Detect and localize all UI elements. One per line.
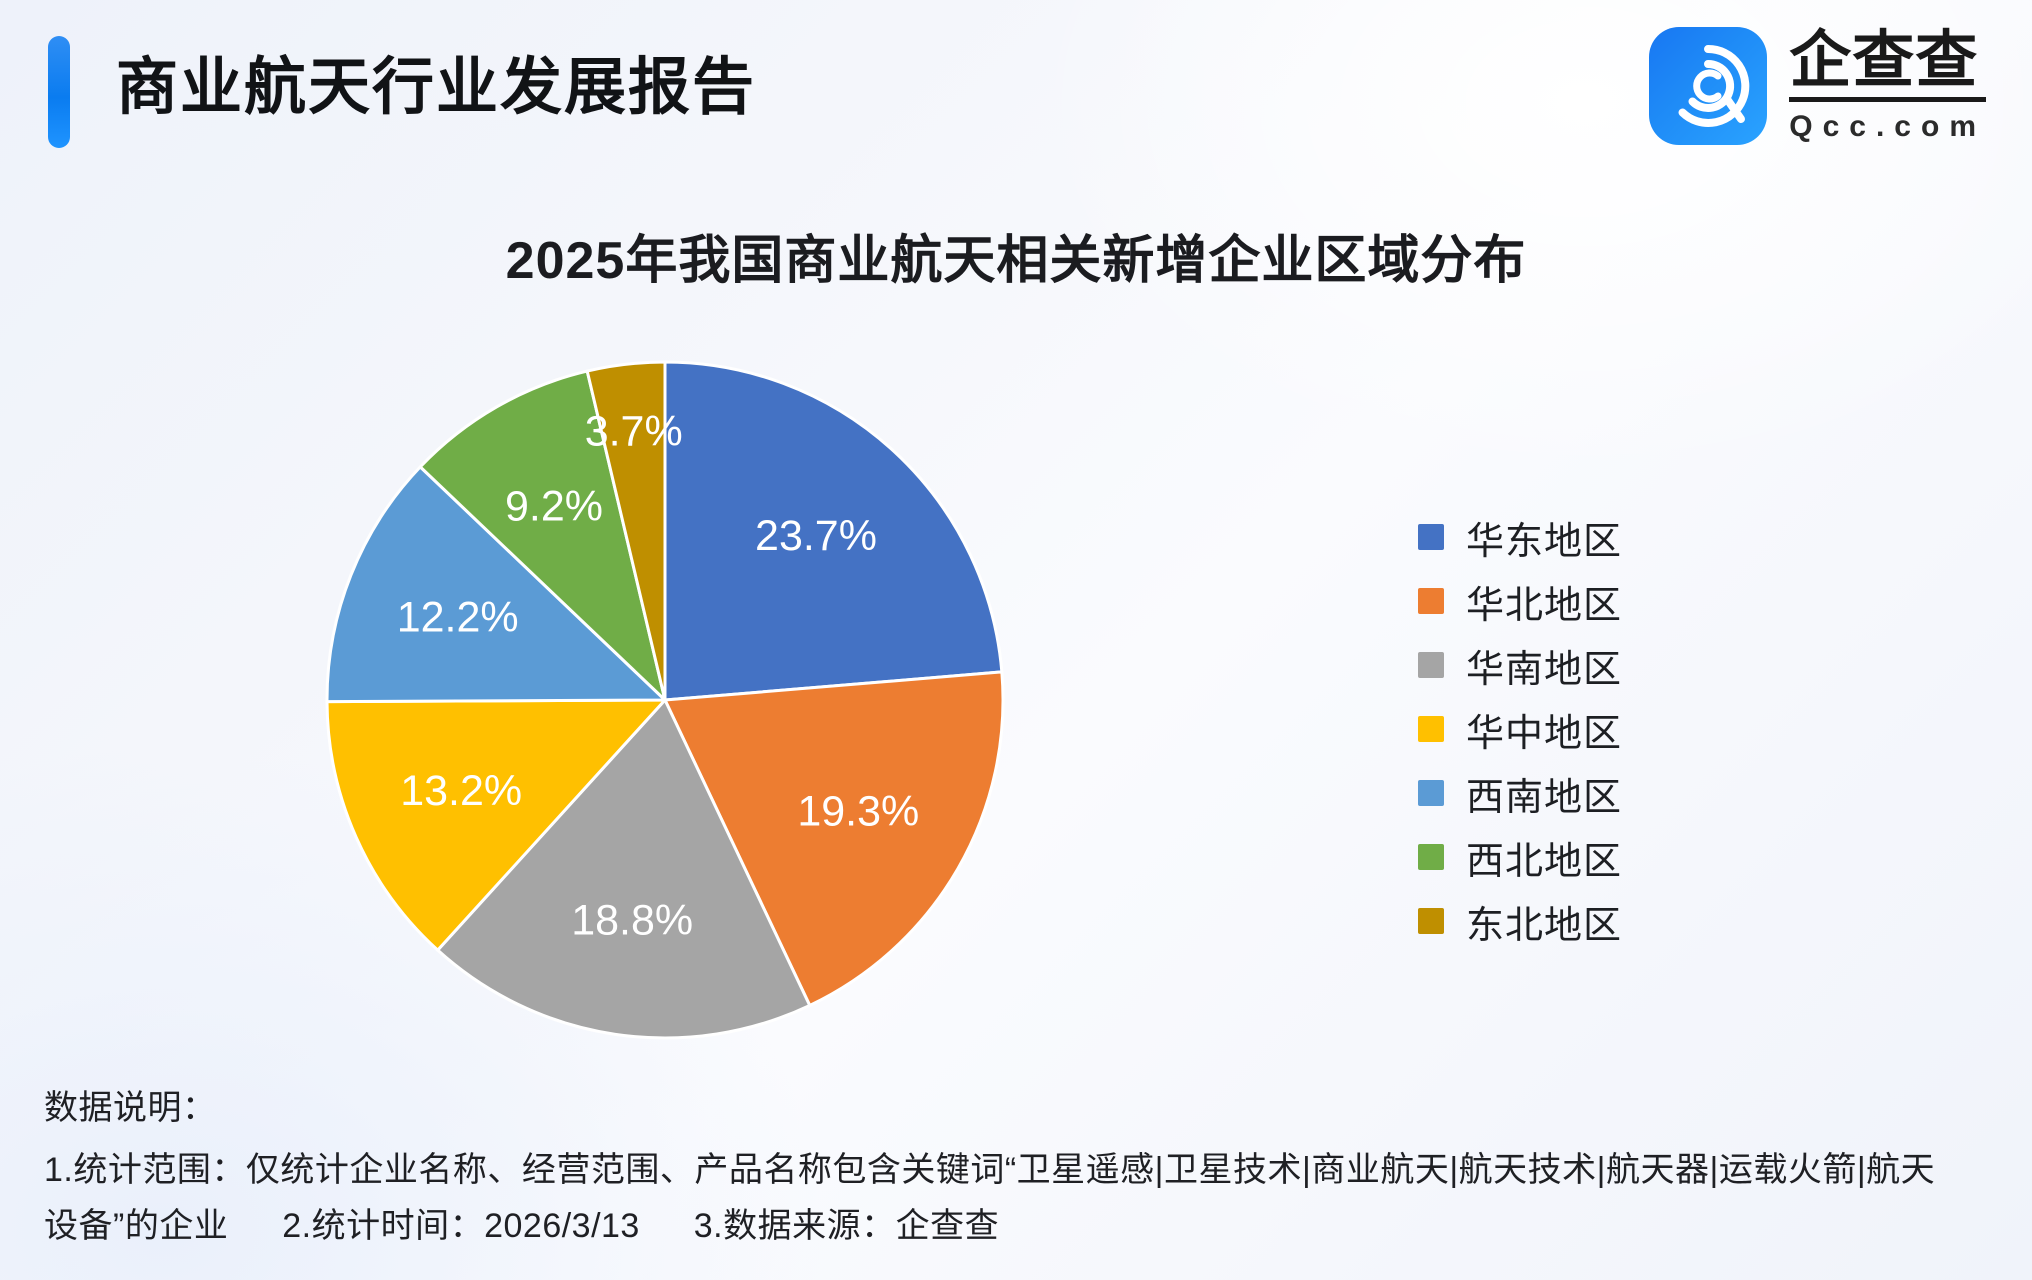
legend-label: 西北地区 <box>1466 840 1623 883</box>
legend-item[interactable]: 西北地区 <box>1418 825 1622 889</box>
legend-item[interactable]: 华北地区 <box>1418 569 1622 633</box>
pie-slice-label: 12.2% <box>397 594 519 642</box>
pie-slice-group <box>325 360 1005 1040</box>
legend-item[interactable]: 华中地区 <box>1418 697 1622 761</box>
pie-slice-label: 19.3% <box>797 787 919 835</box>
title-accent-bar <box>48 36 70 148</box>
brand-logo: 企查查 Qcc.com <box>1649 26 1986 146</box>
pie-slice[interactable] <box>585 360 667 702</box>
qcc-logo-icon <box>1649 27 1768 145</box>
pie-slice-label: 23.7% <box>755 512 877 560</box>
legend-swatch-icon <box>1418 844 1444 870</box>
pie-slice-label: 9.2% <box>505 483 603 531</box>
notes-scope-line: 1.统计范围：仅统计企业名称、经营范围、产品名称包含关键词“卫星遥感|卫星技术|… <box>44 1151 1936 1189</box>
pie-slice[interactable] <box>663 360 1004 702</box>
legend-swatch-icon <box>1418 588 1444 614</box>
pie-chart: 23.7% 19.3% 18.8% 13.2% 12.2% 9.2% 3.7% <box>325 360 1005 1040</box>
brand-domain: Qcc.com <box>1789 109 1986 143</box>
pie-slice[interactable] <box>418 369 667 702</box>
notes-scope-continuation: 设备”的企业 <box>44 1207 229 1245</box>
page-title: 商业航天行业发展报告 <box>116 53 757 122</box>
legend-swatch-icon <box>1418 652 1444 678</box>
data-notes: 数据说明： 1.统计范围：仅统计企业名称、经营范围、产品名称包含关键词“卫星遥感… <box>44 1082 2004 1254</box>
legend-label: 华南地区 <box>1466 648 1623 691</box>
pie-slice[interactable] <box>663 670 1005 1007</box>
brand-name: 企查查 <box>1789 26 1986 102</box>
pie-label-group: 23.7% 19.3% 18.8% 13.2% 12.2% 9.2% 3.7% <box>397 407 920 944</box>
legend-item[interactable]: 东北地区 <box>1418 889 1622 953</box>
notes-meta-line: 设备”的企业 2.统计时间：2026/3/13 3.数据来源：企查查 <box>44 1198 2004 1254</box>
notes-stat-time: 2.统计时间：2026/3/13 <box>282 1207 640 1245</box>
legend-label: 西南地区 <box>1466 776 1623 819</box>
notes-source: 3.数据来源：企查查 <box>693 1207 1000 1245</box>
legend-swatch-icon <box>1418 716 1444 742</box>
pie-slice[interactable] <box>436 698 812 1040</box>
chart-legend: 华东地区华北地区华南地区华中地区西南地区西北地区东北地区 <box>1418 505 1622 953</box>
legend-item[interactable]: 华南地区 <box>1418 633 1622 697</box>
pie-slice[interactable] <box>325 465 667 704</box>
legend-swatch-icon <box>1418 524 1444 550</box>
legend-label: 华东地区 <box>1466 520 1623 563</box>
pie-slice-label: 13.2% <box>400 767 522 815</box>
brand-text: 企查查 Qcc.com <box>1789 26 1986 146</box>
notes-heading: 数据说明： <box>44 1089 217 1127</box>
chart-title: 2025年我国商业航天相关新增企业区域分布 <box>505 232 1527 290</box>
legend-label: 华北地区 <box>1466 584 1623 627</box>
legend-item[interactable]: 华东地区 <box>1418 505 1622 569</box>
pie-slice-label: 18.8% <box>571 897 693 945</box>
legend-swatch-icon <box>1418 780 1444 806</box>
pie-slice-label: 3.7% <box>585 407 683 455</box>
chart-area: 23.7% 19.3% 18.8% 13.2% 12.2% 9.2% 3.7% 华东地区华北… <box>0 300 2032 1060</box>
legend-label: 东北地区 <box>1466 904 1623 947</box>
legend-label: 华中地区 <box>1466 712 1623 755</box>
legend-item[interactable]: 西南地区 <box>1418 761 1622 825</box>
page-header: 商业航天行业发展报告 企查查 Qcc.com <box>0 0 2032 170</box>
pie-slice[interactable] <box>325 698 667 952</box>
legend-swatch-icon <box>1418 908 1444 934</box>
